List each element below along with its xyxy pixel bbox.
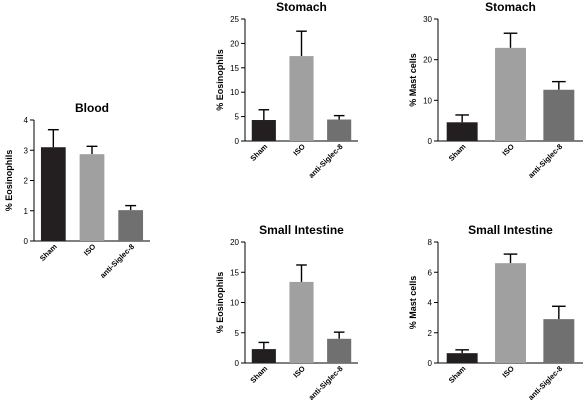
y-tick-label: 20 — [423, 56, 432, 65]
bar-iso — [289, 56, 314, 142]
y-tick-label: 1 — [24, 207, 29, 216]
y-tick-label: 2 — [428, 329, 433, 338]
bar-iso — [289, 281, 314, 363]
category-label-iso: ISO — [500, 364, 516, 380]
y-tick-label: 4 — [24, 116, 29, 125]
bar-iso — [495, 263, 526, 363]
chart-title: Blood — [75, 101, 109, 115]
chart-si-mast: Small Intestine % Mast cells 0 2 4 6 8 Sham ISO a… — [408, 223, 583, 402]
y-tick-label: 2 — [24, 177, 29, 186]
category-label-anti-siglec-8: anti-Siglec-8 — [98, 242, 136, 280]
y-axis-label: % Eosinophils — [215, 49, 225, 111]
category-label-anti-siglec-8: anti-Siglec-8 — [526, 364, 564, 402]
category-label-iso: ISO — [291, 142, 307, 158]
bar-anti-siglec-8 — [118, 210, 144, 241]
y-axis-label: % Eosinophils — [4, 150, 14, 212]
chart-stomach-mast: Stomach % Mast cells 0 10 20 30 Sham ISO anti-Si… — [408, 0, 583, 180]
y-axis-label: % Mast cells — [408, 53, 418, 107]
y-axis-label: % Mast cells — [408, 276, 418, 330]
y-tick-label: 4 — [428, 299, 433, 308]
chart-title: Small Intestine — [468, 223, 553, 237]
chart-blood: Blood % Eosinophils 0 1 2 3 4 Sham ISO anti-Sigle… — [4, 101, 150, 280]
chart-title: Small Intestine — [259, 223, 344, 237]
y-tick-label: 5 — [235, 329, 240, 338]
chart-si-eos: Small Intestine % Eosinophils 0 5 10 15 20 Sham… — [215, 223, 358, 402]
category-label-sham: Sham — [248, 364, 269, 385]
chart-title: Stomach — [485, 0, 536, 14]
y-tick-label: 20 — [230, 39, 239, 48]
y-tick-label: 30 — [423, 15, 432, 24]
bar-sham — [40, 147, 66, 241]
bar-anti-siglec-8 — [327, 338, 352, 363]
y-tick-label: 20 — [230, 238, 239, 247]
bar-anti-siglec-8 — [327, 119, 352, 141]
category-label-anti-siglec-8: anti-Siglec-8 — [526, 142, 564, 180]
y-tick-label: 0 — [24, 237, 29, 246]
y-tick-label: 6 — [428, 268, 433, 277]
y-tick-label: 0 — [428, 359, 433, 368]
bar-iso — [79, 154, 105, 241]
bar-anti-siglec-8 — [543, 89, 575, 141]
y-tick-label: 8 — [428, 238, 433, 247]
y-tick-label: 5 — [235, 113, 240, 122]
y-tick-label: 25 — [230, 15, 239, 24]
category-label-anti-siglec-8: anti-Siglec-8 — [307, 364, 345, 402]
category-label-iso: ISO — [500, 142, 516, 158]
y-axis-label: % Eosinophils — [215, 272, 225, 334]
y-tick-label: 3 — [24, 146, 29, 155]
bar-anti-siglec-8 — [543, 319, 575, 363]
bar-sham — [446, 122, 478, 141]
bar-sham — [251, 349, 276, 363]
y-tick-label: 15 — [230, 268, 239, 277]
y-tick-label: 10 — [230, 88, 239, 97]
y-tick-label: 10 — [230, 299, 239, 308]
y-tick-label: 15 — [230, 64, 239, 73]
y-tick-label: 0 — [235, 137, 240, 146]
y-tick-label: 0 — [428, 137, 433, 146]
category-label-sham: Sham — [447, 364, 468, 385]
bar-iso — [495, 47, 526, 141]
category-label-iso: ISO — [82, 242, 98, 258]
category-label-anti-siglec-8: anti-Siglec-8 — [307, 142, 345, 180]
category-label-iso: ISO — [291, 364, 307, 380]
category-label-sham: Sham — [447, 142, 468, 163]
category-label-sham: Sham — [38, 242, 59, 263]
chart-title: Stomach — [276, 0, 327, 14]
category-label-sham: Sham — [248, 142, 269, 163]
y-tick-label: 10 — [423, 96, 432, 105]
bar-sham — [446, 353, 478, 363]
bar-sham — [251, 120, 276, 141]
y-tick-label: 0 — [235, 359, 240, 368]
chart-stomach-eos: Stomach % Eosinophils 0 5 10 15 20 25 Sham ISO ant… — [215, 0, 358, 180]
